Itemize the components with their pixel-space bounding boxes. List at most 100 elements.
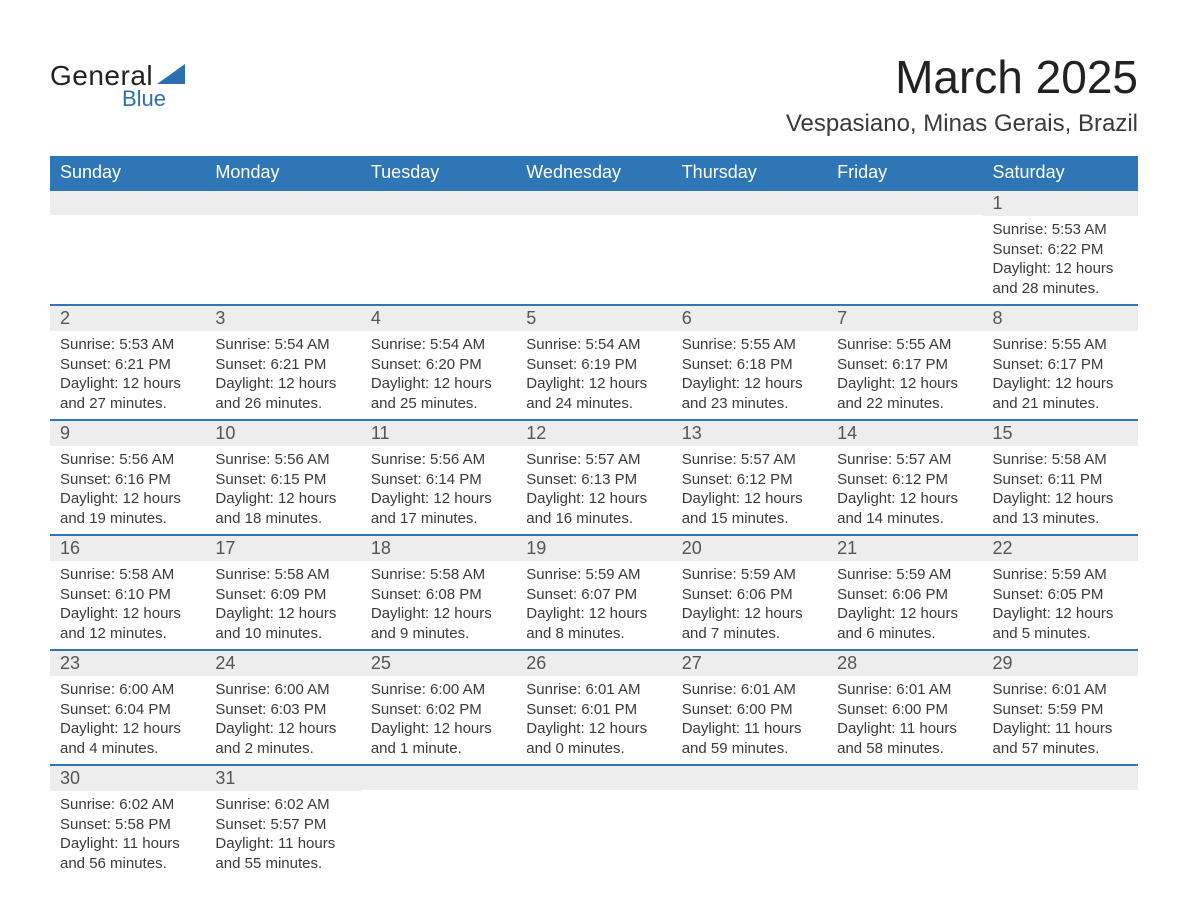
day-body: Sunrise: 5:55 AMSunset: 6:17 PMDaylight:… bbox=[983, 331, 1138, 419]
day-cell bbox=[205, 190, 360, 305]
day-number: 2 bbox=[50, 306, 205, 331]
daylight-text: Daylight: 12 hours and 25 minutes. bbox=[371, 374, 506, 413]
daylight-text: Daylight: 11 hours and 57 minutes. bbox=[993, 719, 1128, 758]
sunrise-text: Sunrise: 5:58 AM bbox=[993, 450, 1128, 470]
sunset-text: Sunset: 6:02 PM bbox=[371, 700, 506, 720]
day-body: Sunrise: 5:57 AMSunset: 6:12 PMDaylight:… bbox=[827, 446, 982, 534]
day-number: 11 bbox=[361, 421, 516, 446]
dow-monday: Monday bbox=[205, 156, 360, 190]
day-cell: 29Sunrise: 6:01 AMSunset: 5:59 PMDayligh… bbox=[983, 650, 1138, 765]
logo: General Blue bbox=[50, 25, 185, 112]
day-number: 29 bbox=[983, 651, 1138, 676]
sunset-text: Sunset: 6:21 PM bbox=[215, 355, 350, 375]
day-cell: 15Sunrise: 5:58 AMSunset: 6:11 PMDayligh… bbox=[983, 420, 1138, 535]
day-number: 1 bbox=[983, 191, 1138, 216]
sunrise-text: Sunrise: 6:02 AM bbox=[60, 795, 195, 815]
day-cell bbox=[672, 190, 827, 305]
daylight-text: Daylight: 11 hours and 59 minutes. bbox=[682, 719, 817, 758]
sunrise-text: Sunrise: 6:01 AM bbox=[837, 680, 972, 700]
sunset-text: Sunset: 6:11 PM bbox=[993, 470, 1128, 490]
sunset-text: Sunset: 6:06 PM bbox=[682, 585, 817, 605]
day-number: 23 bbox=[50, 651, 205, 676]
sunrise-text: Sunrise: 5:53 AM bbox=[993, 220, 1128, 240]
day-number bbox=[205, 191, 360, 215]
day-number: 17 bbox=[205, 536, 360, 561]
week-row: 30Sunrise: 6:02 AMSunset: 5:58 PMDayligh… bbox=[50, 765, 1138, 879]
day-body: Sunrise: 6:01 AMSunset: 6:01 PMDaylight:… bbox=[516, 676, 671, 764]
daylight-text: Daylight: 12 hours and 5 minutes. bbox=[993, 604, 1128, 643]
sunrise-text: Sunrise: 5:56 AM bbox=[215, 450, 350, 470]
daylight-text: Daylight: 12 hours and 16 minutes. bbox=[526, 489, 661, 528]
daylight-text: Daylight: 12 hours and 2 minutes. bbox=[215, 719, 350, 758]
day-body: Sunrise: 5:58 AMSunset: 6:08 PMDaylight:… bbox=[361, 561, 516, 649]
sunset-text: Sunset: 6:08 PM bbox=[371, 585, 506, 605]
sunset-text: Sunset: 6:20 PM bbox=[371, 355, 506, 375]
week-row: 16Sunrise: 5:58 AMSunset: 6:10 PMDayligh… bbox=[50, 535, 1138, 650]
sunrise-text: Sunrise: 5:56 AM bbox=[371, 450, 506, 470]
day-number bbox=[361, 191, 516, 215]
sunset-text: Sunset: 5:58 PM bbox=[60, 815, 195, 835]
day-body: Sunrise: 5:58 AMSunset: 6:09 PMDaylight:… bbox=[205, 561, 360, 649]
day-body: Sunrise: 5:58 AMSunset: 6:11 PMDaylight:… bbox=[983, 446, 1138, 534]
day-number: 8 bbox=[983, 306, 1138, 331]
dow-saturday: Saturday bbox=[983, 156, 1138, 190]
day-number: 22 bbox=[983, 536, 1138, 561]
daylight-text: Daylight: 12 hours and 24 minutes. bbox=[526, 374, 661, 413]
day-number bbox=[983, 766, 1138, 790]
sunset-text: Sunset: 6:07 PM bbox=[526, 585, 661, 605]
sunset-text: Sunset: 5:57 PM bbox=[215, 815, 350, 835]
sunset-text: Sunset: 6:01 PM bbox=[526, 700, 661, 720]
day-body bbox=[827, 790, 982, 810]
sunrise-text: Sunrise: 5:54 AM bbox=[215, 335, 350, 355]
location-title: Vespasiano, Minas Gerais, Brazil bbox=[786, 110, 1138, 138]
sunrise-text: Sunrise: 5:58 AM bbox=[215, 565, 350, 585]
day-number bbox=[516, 766, 671, 790]
day-cell bbox=[361, 765, 516, 879]
sunset-text: Sunset: 6:17 PM bbox=[993, 355, 1128, 375]
daylight-text: Daylight: 11 hours and 55 minutes. bbox=[215, 834, 350, 873]
day-body: Sunrise: 5:57 AMSunset: 6:12 PMDaylight:… bbox=[672, 446, 827, 534]
sunrise-text: Sunrise: 5:58 AM bbox=[371, 565, 506, 585]
daylight-text: Daylight: 12 hours and 1 minute. bbox=[371, 719, 506, 758]
daylight-text: Daylight: 12 hours and 13 minutes. bbox=[993, 489, 1128, 528]
day-cell: 7Sunrise: 5:55 AMSunset: 6:17 PMDaylight… bbox=[827, 305, 982, 420]
sunset-text: Sunset: 6:15 PM bbox=[215, 470, 350, 490]
sunrise-text: Sunrise: 5:56 AM bbox=[60, 450, 195, 470]
day-cell bbox=[50, 190, 205, 305]
day-cell: 31Sunrise: 6:02 AMSunset: 5:57 PMDayligh… bbox=[205, 765, 360, 879]
day-number: 4 bbox=[361, 306, 516, 331]
day-body bbox=[672, 790, 827, 810]
month-title: March 2025 bbox=[786, 50, 1138, 104]
day-number: 9 bbox=[50, 421, 205, 446]
daylight-text: Daylight: 12 hours and 26 minutes. bbox=[215, 374, 350, 413]
day-number bbox=[827, 766, 982, 790]
day-body: Sunrise: 5:54 AMSunset: 6:19 PMDaylight:… bbox=[516, 331, 671, 419]
day-cell: 6Sunrise: 5:55 AMSunset: 6:18 PMDaylight… bbox=[672, 305, 827, 420]
day-number: 25 bbox=[361, 651, 516, 676]
daylight-text: Daylight: 12 hours and 23 minutes. bbox=[682, 374, 817, 413]
week-row: 2Sunrise: 5:53 AMSunset: 6:21 PMDaylight… bbox=[50, 305, 1138, 420]
day-number: 15 bbox=[983, 421, 1138, 446]
dow-row: Sunday Monday Tuesday Wednesday Thursday… bbox=[50, 156, 1138, 190]
day-number: 28 bbox=[827, 651, 982, 676]
day-cell: 26Sunrise: 6:01 AMSunset: 6:01 PMDayligh… bbox=[516, 650, 671, 765]
day-cell: 17Sunrise: 5:58 AMSunset: 6:09 PMDayligh… bbox=[205, 535, 360, 650]
daylight-text: Daylight: 11 hours and 56 minutes. bbox=[60, 834, 195, 873]
day-number: 10 bbox=[205, 421, 360, 446]
sunset-text: Sunset: 6:17 PM bbox=[837, 355, 972, 375]
dow-tuesday: Tuesday bbox=[361, 156, 516, 190]
sunrise-text: Sunrise: 6:00 AM bbox=[215, 680, 350, 700]
sunrise-text: Sunrise: 6:00 AM bbox=[371, 680, 506, 700]
day-cell: 21Sunrise: 5:59 AMSunset: 6:06 PMDayligh… bbox=[827, 535, 982, 650]
day-number: 13 bbox=[672, 421, 827, 446]
day-cell bbox=[361, 190, 516, 305]
day-cell: 14Sunrise: 5:57 AMSunset: 6:12 PMDayligh… bbox=[827, 420, 982, 535]
sunset-text: Sunset: 6:09 PM bbox=[215, 585, 350, 605]
sunset-text: Sunset: 6:10 PM bbox=[60, 585, 195, 605]
day-number: 3 bbox=[205, 306, 360, 331]
daylight-text: Daylight: 12 hours and 21 minutes. bbox=[993, 374, 1128, 413]
dow-thursday: Thursday bbox=[672, 156, 827, 190]
day-number: 12 bbox=[516, 421, 671, 446]
day-cell: 5Sunrise: 5:54 AMSunset: 6:19 PMDaylight… bbox=[516, 305, 671, 420]
day-body: Sunrise: 6:02 AMSunset: 5:58 PMDaylight:… bbox=[50, 791, 205, 879]
